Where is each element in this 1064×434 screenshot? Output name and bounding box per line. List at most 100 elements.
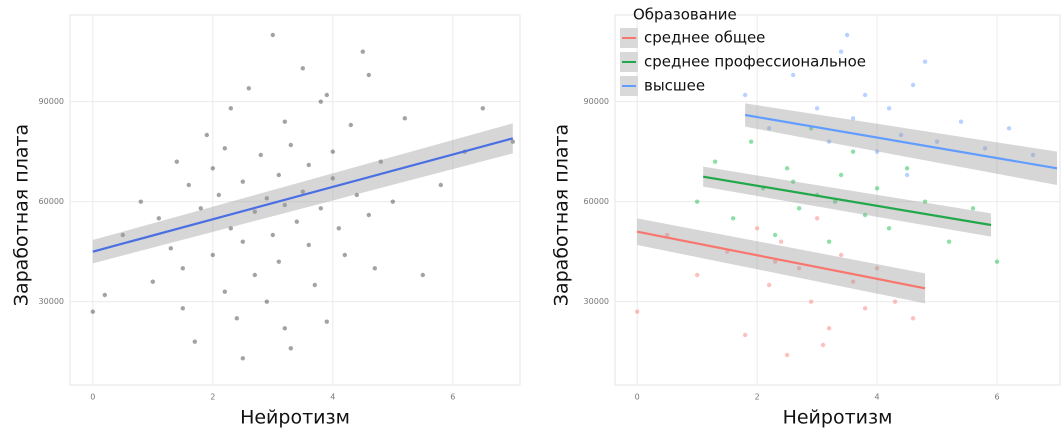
point: [282, 119, 287, 124]
point: [366, 72, 371, 78]
point: [910, 82, 916, 88]
point: [198, 206, 203, 211]
point: [306, 162, 311, 168]
point: [862, 212, 868, 218]
point: [318, 99, 323, 104]
legend-label: среднее профессиональное: [644, 53, 866, 71]
x-tick-label: 2: [755, 393, 760, 402]
legend-label: среднее общее: [644, 29, 765, 47]
point: [150, 279, 155, 284]
point: [784, 166, 790, 171]
point: [204, 132, 209, 138]
point: [982, 146, 988, 151]
point: [306, 242, 311, 248]
point: [264, 196, 269, 201]
point: [180, 266, 185, 271]
confidence-band: [745, 103, 1058, 185]
point: [282, 202, 287, 208]
point: [946, 239, 952, 244]
point: [318, 206, 323, 211]
x-axis-title: Нейротизм: [240, 407, 350, 429]
point: [300, 66, 305, 71]
point: [300, 189, 305, 194]
point: [994, 259, 1000, 264]
point: [324, 92, 329, 98]
point: [330, 149, 335, 154]
point: [922, 59, 928, 64]
fit-line: [92, 137, 514, 253]
point: [874, 266, 880, 271]
point: [366, 212, 371, 218]
point: [898, 132, 904, 138]
point: [276, 259, 281, 264]
point: [342, 252, 347, 258]
point: [892, 299, 898, 304]
point: [742, 332, 748, 338]
point: [904, 172, 910, 178]
y-tick-label: 30000: [39, 297, 64, 306]
point: [784, 352, 790, 358]
point: [862, 306, 868, 311]
point: [258, 152, 263, 158]
point: [790, 179, 796, 184]
point: [796, 206, 802, 211]
point: [210, 166, 215, 171]
point: [694, 199, 700, 204]
y-tick-label: 90000: [39, 97, 64, 106]
point: [634, 309, 640, 314]
point: [826, 326, 832, 331]
point: [766, 126, 772, 131]
point: [270, 32, 275, 38]
point: [778, 239, 784, 244]
point: [772, 259, 778, 264]
point: [904, 166, 910, 171]
point: [420, 272, 425, 278]
point: [276, 172, 281, 178]
point: [252, 209, 257, 214]
x-tick-label: 6: [450, 393, 455, 402]
point: [234, 316, 239, 321]
point: [228, 226, 233, 231]
point: [712, 159, 718, 164]
x-tick-label: 2: [210, 393, 215, 402]
point: [174, 159, 179, 164]
point: [742, 92, 748, 98]
point: [402, 116, 407, 121]
x-tick-label: 0: [635, 393, 640, 402]
point: [192, 339, 197, 344]
point: [754, 226, 760, 231]
fit-line: [636, 230, 926, 290]
point: [814, 106, 820, 111]
point: [1006, 126, 1012, 131]
point: [354, 192, 359, 198]
y-axis-title: Заработная плата: [551, 124, 573, 306]
point: [240, 179, 245, 184]
point: [1030, 152, 1036, 158]
point: [664, 232, 670, 238]
point: [390, 199, 395, 204]
point: [886, 106, 892, 111]
point: [958, 119, 964, 124]
point: [826, 139, 832, 144]
plot-area: [69, 14, 521, 386]
point: [850, 149, 856, 154]
legend-label: высшее: [644, 77, 705, 95]
x-tick-label: 4: [875, 393, 880, 402]
point: [844, 32, 850, 38]
point: [360, 49, 365, 54]
point: [156, 216, 161, 221]
point: [510, 139, 515, 144]
fit-line: [702, 175, 992, 227]
point: [772, 232, 778, 238]
point: [270, 232, 275, 238]
x-tick-label: 0: [90, 393, 95, 402]
point: [102, 292, 108, 298]
fit-line: [744, 113, 1058, 170]
point: [246, 86, 251, 91]
point: [796, 266, 802, 271]
point: [694, 272, 700, 278]
point: [826, 239, 832, 244]
point: [228, 106, 233, 111]
point: [970, 206, 976, 211]
